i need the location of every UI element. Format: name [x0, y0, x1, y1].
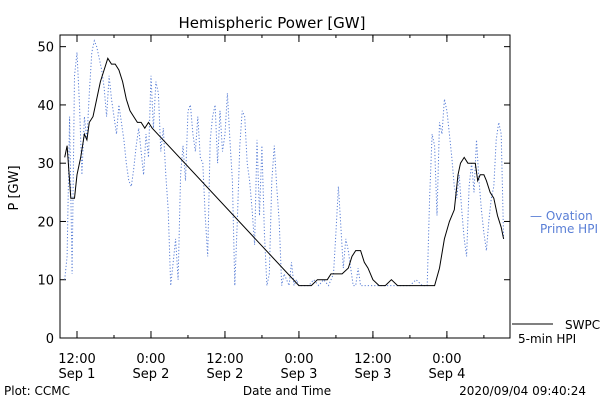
x-tick-label-time: 12:00 — [354, 352, 391, 367]
series-ovation-prime-line — [64, 39, 505, 288]
x-tick-label-time: 12:00 — [58, 352, 95, 367]
y-tick-label: 40 — [37, 99, 54, 114]
x-tick-label-date: Sep 1 — [59, 367, 96, 382]
x-tick-label-time: 0:00 — [284, 352, 313, 367]
legend-swpc-line1: SWPC — [565, 318, 600, 332]
chart-title: Hemispheric Power [GW] — [179, 14, 366, 32]
legend-ovation-line1: — Ovation — [530, 209, 593, 223]
y-tick-label: 20 — [37, 215, 54, 230]
x-tick-label-time: 12:00 — [206, 352, 243, 367]
y-tick-label: 10 — [37, 274, 54, 289]
plot-timestamp: 2020/09/04 09:40:24 — [459, 384, 586, 398]
legend-swpc-line2: 5-min HPI — [518, 332, 576, 346]
series-layer — [64, 39, 505, 288]
x-tick-label-time: 0:00 — [432, 352, 461, 367]
y-tick-label: 50 — [37, 41, 54, 56]
legend-swpc-hpi: SWPC 5-min HPI — [512, 318, 600, 346]
x-tick-label-date: Sep 4 — [428, 367, 465, 382]
plot-frame — [59, 34, 511, 339]
y-tick-label: 0 — [46, 332, 54, 347]
legend-ovation-line2: Prime HPI — [540, 222, 598, 236]
legend-ovation-prime: — Ovation Prime HPI — [530, 209, 598, 236]
y-tick-label: 30 — [37, 157, 54, 172]
x-tick-label-date: Sep 3 — [280, 367, 317, 382]
x-tick-label-time: 0:00 — [136, 352, 165, 367]
x-tick-label-date: Sep 3 — [354, 367, 391, 382]
y-axis: 0 10 20 30 40 50 — [37, 41, 510, 347]
x-tick-label-date: Sep 2 — [207, 367, 244, 382]
x-tick-label-date: Sep 2 — [133, 367, 170, 382]
plot-credit: Plot: CCMC — [4, 384, 70, 398]
series-swpc-hpi-line — [64, 57, 505, 287]
x-axis-label: Date and Time — [243, 384, 331, 398]
y-axis-label: P [GW] — [7, 165, 22, 210]
